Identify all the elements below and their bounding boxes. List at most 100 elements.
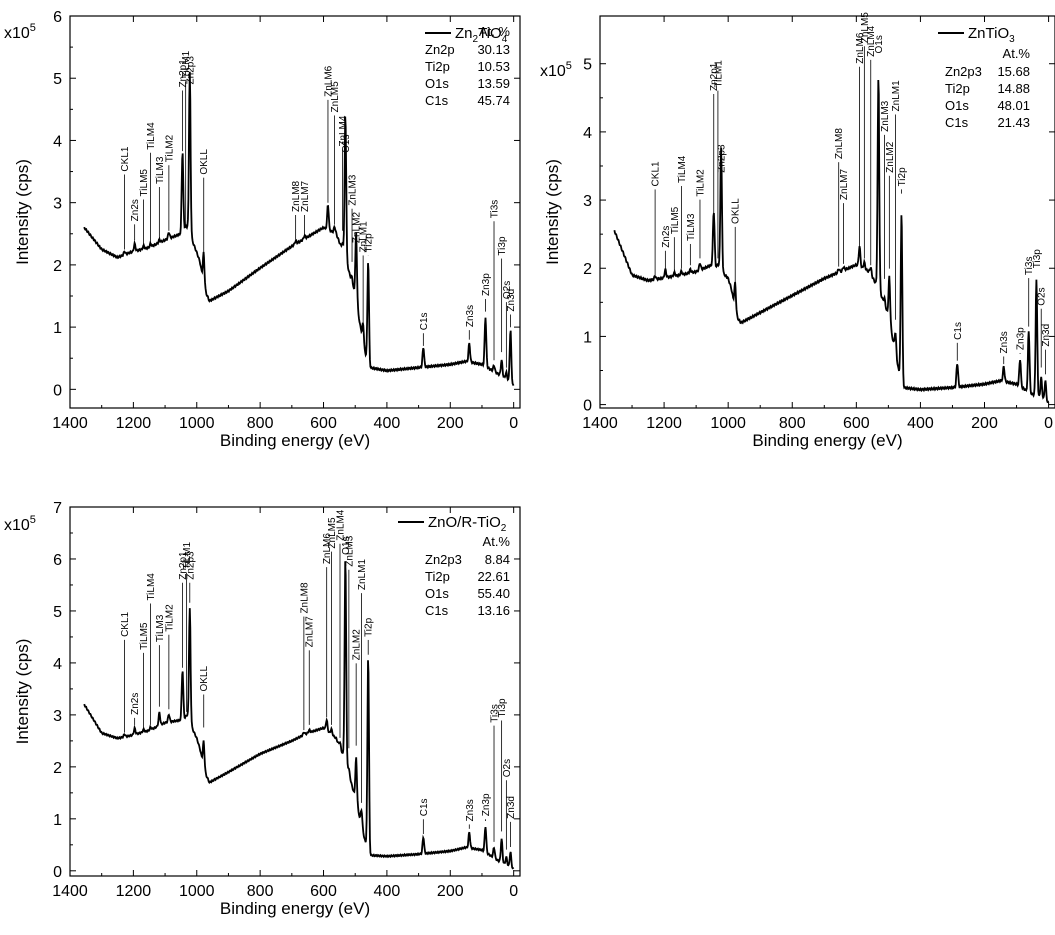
peak-label: Zn3d [1041,324,1052,347]
peak-label: ZnLM7 [305,616,316,648]
peak-label: Zn2p1 [178,59,189,88]
peak-label: TiLM2 [695,169,706,197]
composition-value: 13.59 [477,76,510,91]
peak-label: ZnLM8 [834,128,845,160]
peak-label: Zn3s [999,331,1010,353]
peak-label: Ti2p [364,617,375,637]
peak-label: ZnLM2 [352,629,363,661]
peak-label: ZnLM7 [839,169,850,201]
x-tick-label: 600 [310,415,337,432]
x-axis-title: Binding energy (eV) [220,899,370,918]
x-tick-label: 600 [310,883,337,900]
peak-label: ZnLM8 [291,180,302,212]
composition-element: C1s [425,93,449,108]
composition-value: 45.74 [477,93,510,108]
y-tick-label: 3 [583,193,592,210]
y-tick-label: 5 [53,604,62,621]
y-multiplier: x105 [540,60,572,80]
peak-label: ZnLM1 [891,80,902,112]
composition-element: Zn2p [425,42,455,57]
legend-label: ZnTiO3 [968,25,1015,45]
composition-header: At. % [479,24,511,39]
composition-value: 22.61 [477,569,510,584]
peak-label: TiLM4 [146,122,157,150]
composition-element: C1s [425,603,449,618]
y-tick-label: 2 [583,261,592,278]
x-tick-label: 200 [437,883,464,900]
peak-label: Zn2s [130,693,141,715]
peak-label: ZnLM2 [885,141,896,173]
peak-label: Zn3d [506,796,517,819]
peak-label: ZnLM2 [352,212,363,244]
peak-label: O2s [1037,287,1048,305]
x-tick-label: 0 [1044,415,1053,432]
x-tick-label: 1200 [646,415,682,432]
x-tick-label: 1400 [52,415,88,432]
peak-label: Zn2p1 [709,62,720,91]
peak-label: Ti3p [497,236,508,256]
composition-element: Zn2p3 [425,552,462,567]
peak-label: O2s [502,281,513,299]
y-tick-label: 6 [53,9,62,26]
composition-value: 8.84 [485,552,510,567]
y-tick-label: 5 [53,71,62,88]
composition-element: Zn2p3 [945,64,982,79]
composition-element: C1s [945,115,969,130]
peak-label: Ti3p [1032,249,1043,269]
peak-label: Zn3p [481,273,492,296]
x-tick-label: 1200 [116,415,152,432]
x-tick-label: 1000 [179,883,215,900]
composition-value: 15.68 [997,64,1030,79]
peak-label: TiLM4 [677,155,688,183]
peak-label: ZnLM5 [330,81,341,113]
peak-label: Zn2p3 [185,551,196,580]
peak-label: ZnLM1 [357,559,368,591]
peak-label: Zn3p [481,793,492,816]
composition-value: 10.53 [477,59,510,74]
peak-label: O2s [502,759,513,777]
composition-value: 48.01 [997,98,1030,113]
composition-element: Ti2p [425,569,450,584]
peak-label: ZnLM6 [323,65,334,97]
y-tick-label: 3 [53,708,62,725]
y-multiplier: x105 [4,22,36,42]
y-tick-label: 6 [53,552,62,569]
peak-label: TiLM1 [181,50,192,78]
peak-label: Ti2p [897,167,908,187]
peak-label: Zn2p3 [185,56,196,85]
y-axis-title: Intensity (cps) [543,159,562,265]
y-tick-label: 0 [583,398,592,415]
peak-label: Ti3s [1024,257,1035,276]
peak-label: TiLM5 [139,622,150,650]
y-axis-title: Intensity (cps) [13,639,32,745]
x-tick-label: 0 [509,415,518,432]
peak-label: ZnLM4 [866,25,877,57]
spectrum-line [83,71,515,386]
x-tick-label: 1400 [52,883,88,900]
x-tick-label: 400 [374,883,401,900]
x-tick-label: 800 [779,415,806,432]
spectrum-line [83,561,515,870]
x-tick-label: 0 [509,883,518,900]
spectrum-line [613,79,1050,404]
y-axis-title: Intensity (cps) [13,159,32,265]
peak-label: ZnLM3 [348,174,359,206]
peak-label: TiLM2 [164,134,175,162]
peak-label: OKLL [199,665,210,691]
peak-label: ZnLM3 [344,535,355,567]
legend-label: Zn2TiO4 [455,25,508,45]
x-tick-label: 400 [374,415,401,432]
peak-label: Zn2p3 [717,144,728,173]
y-tick-label: 1 [583,329,592,346]
peak-label: Ti2p [364,233,375,253]
x-tick-label: 800 [247,415,274,432]
y-tick-label: 4 [53,656,62,673]
peak-label: CKL1 [651,161,662,186]
panel-zn2tio4: 1400 1200 1000 800 600 400 200 0 0 1 2 3 4 5 6 Binding … [4,9,521,450]
peak-label: CKL1 [120,611,131,636]
composition-element: Ti2p [945,81,970,96]
peak-label: C1s [419,312,430,330]
y-tick-label: 1 [53,320,62,337]
peak-label: Zn3s [465,305,476,327]
